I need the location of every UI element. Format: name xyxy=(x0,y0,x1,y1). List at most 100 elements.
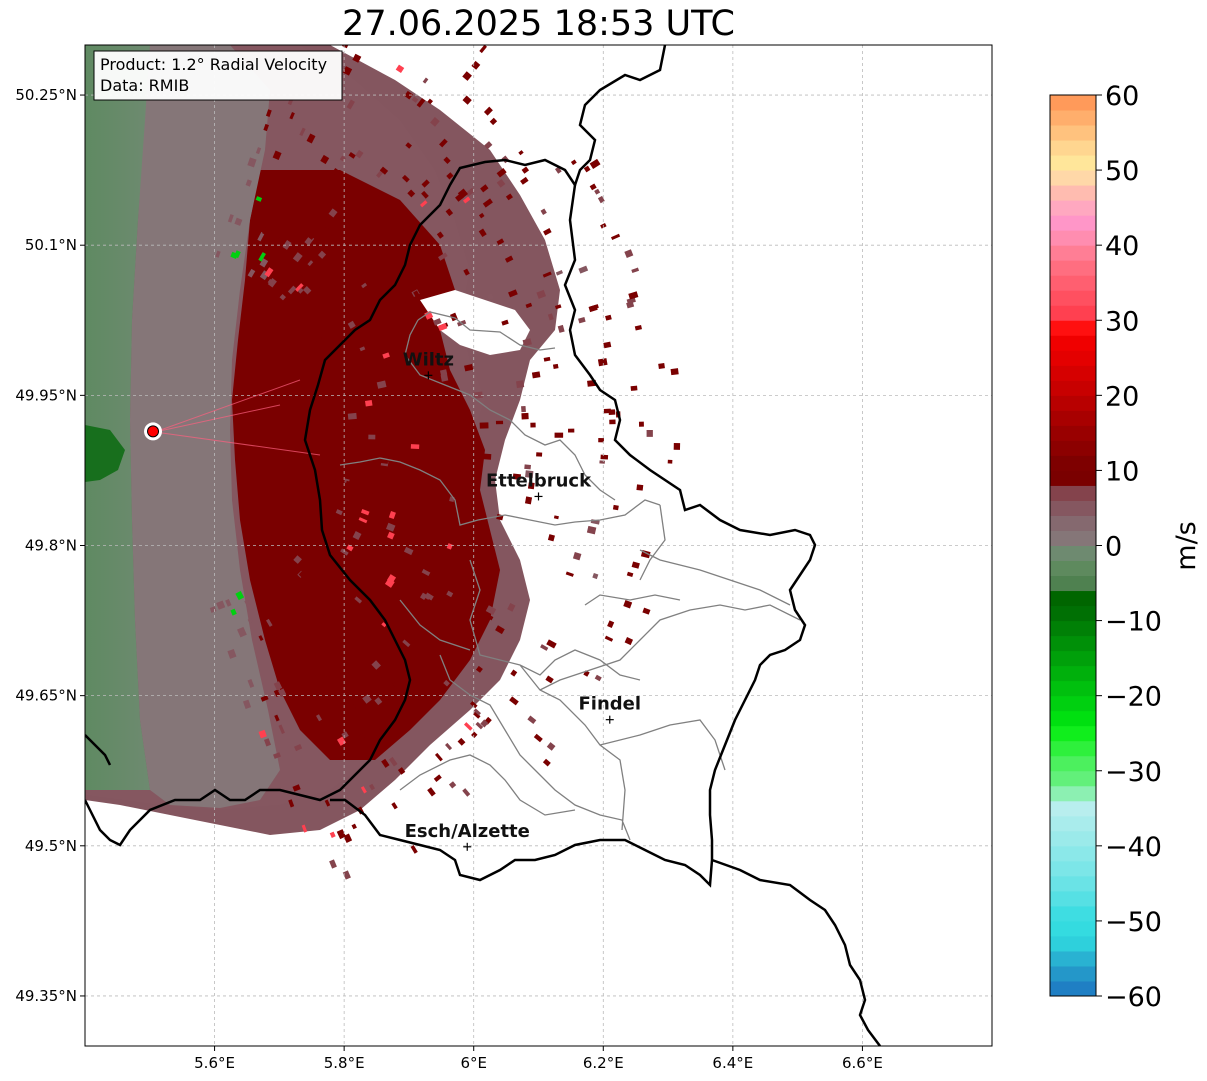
echo-speckle xyxy=(658,363,665,370)
echo-speckle xyxy=(578,265,589,274)
colorbar-band xyxy=(1050,230,1096,246)
echo-speckle xyxy=(376,362,383,367)
borders xyxy=(85,45,881,1046)
echo-speckle xyxy=(424,310,434,320)
echo-speckle xyxy=(273,681,283,691)
echo-speckle xyxy=(426,599,434,606)
lon-tick-label: 6.6°E xyxy=(842,1054,883,1072)
echo-speckle xyxy=(279,205,285,213)
echo-speckle xyxy=(267,278,277,288)
colorbar-unit-label: m/s xyxy=(1171,521,1202,570)
echo-speckle xyxy=(419,592,428,600)
echo-speckle xyxy=(308,584,316,592)
echo-speckle xyxy=(594,188,601,195)
echo-speckle xyxy=(507,602,516,612)
echo-speckle xyxy=(227,649,237,659)
echo-speckle xyxy=(429,326,440,335)
colorbar-band xyxy=(1050,530,1096,546)
colorbar-tick-label: −50 xyxy=(1105,907,1162,938)
colorbar-band xyxy=(1050,605,1096,622)
echo-speckle xyxy=(583,165,591,173)
colorbar-band xyxy=(1050,125,1096,141)
lat-tick-label: 49.5°N xyxy=(25,837,77,855)
echo-speckle xyxy=(258,252,266,262)
echo-speckle xyxy=(479,422,489,429)
echo-speckle xyxy=(484,141,493,150)
echo-speckle xyxy=(216,600,226,610)
echo-green-zone xyxy=(85,45,150,790)
city-label: Ettelbruck xyxy=(486,470,592,491)
echo-speckle xyxy=(328,500,336,506)
echo-speckle xyxy=(599,460,605,464)
echo-speckle xyxy=(509,696,519,706)
echo-speckle xyxy=(362,694,372,704)
echo-speckle xyxy=(425,635,432,641)
colorbar-band xyxy=(1050,770,1096,787)
city-labels: Wiltz Ettelbruck Findel Esch/Alzette xyxy=(403,349,641,851)
echo-speckle xyxy=(361,282,368,289)
echo-speckle xyxy=(455,193,464,202)
echo-speckle xyxy=(358,600,368,610)
colorbar-band xyxy=(1050,710,1096,727)
echo-speckle xyxy=(407,189,416,198)
echo-speckle xyxy=(589,183,597,191)
echo-speckle xyxy=(496,178,506,188)
echo-near-zone xyxy=(130,45,280,808)
echo-speckle xyxy=(568,428,575,433)
echo-speckle xyxy=(287,285,297,295)
colorbar-band xyxy=(1050,440,1096,456)
echo-speckle xyxy=(495,625,505,635)
echo-speckle xyxy=(496,238,505,246)
echo-speckle xyxy=(264,738,271,747)
echo-speckle xyxy=(347,456,355,462)
echo-speckle xyxy=(482,453,492,460)
echo-speckle xyxy=(462,95,472,105)
echo-speckle xyxy=(322,670,329,678)
echo-speckle xyxy=(215,250,221,258)
echo-speckle xyxy=(554,166,562,174)
echo-speckle xyxy=(257,231,265,242)
echo-speckle xyxy=(237,626,247,638)
canton-borders xyxy=(339,311,801,841)
echo-speckle xyxy=(436,231,444,239)
echo-speckle xyxy=(264,267,274,278)
echo-speckle xyxy=(372,491,380,497)
colorbar-band xyxy=(1050,665,1096,682)
colorbar-band xyxy=(1050,260,1096,276)
colorbar-band xyxy=(1050,365,1096,381)
echo-speckle xyxy=(479,45,487,54)
colorbar-band xyxy=(1050,245,1096,261)
colorbar-band xyxy=(1050,455,1096,471)
colorbar-tick-label: −60 xyxy=(1105,982,1162,1013)
echo-speckle xyxy=(638,421,644,427)
colorbar-band xyxy=(1050,110,1096,126)
lat-tick-label: 50.1°N xyxy=(25,236,77,254)
colorbar-bands xyxy=(1050,95,1096,997)
echo-speckle xyxy=(301,824,308,833)
echo-speckle xyxy=(273,284,281,292)
echo-speckle xyxy=(531,371,541,379)
echo-speckle xyxy=(403,546,414,556)
echo-speckle xyxy=(547,313,554,321)
colorbar-band xyxy=(1050,305,1096,321)
echo-speckle xyxy=(316,714,322,722)
echo-speckle xyxy=(323,226,332,235)
echo-speckle xyxy=(480,184,489,193)
echo-speckle xyxy=(543,228,552,236)
echo-speckle xyxy=(317,645,326,655)
echo-speckle xyxy=(391,802,398,810)
echo-speckle xyxy=(335,688,345,699)
echo-speckle xyxy=(521,166,530,174)
echo-speckle xyxy=(422,77,429,84)
echo-speckle xyxy=(527,482,535,490)
echo-speckle xyxy=(431,552,441,561)
echo-speckle xyxy=(420,239,431,250)
echo-speckle xyxy=(471,60,481,70)
echo-speckle xyxy=(380,573,387,581)
echo-speckle xyxy=(381,622,387,628)
lat-tick-label: 49.35°N xyxy=(15,987,77,1005)
echo-speckle xyxy=(274,230,284,242)
echo-speckle xyxy=(446,590,454,598)
echo-speckle xyxy=(343,206,350,214)
echo-speckle xyxy=(263,123,269,132)
